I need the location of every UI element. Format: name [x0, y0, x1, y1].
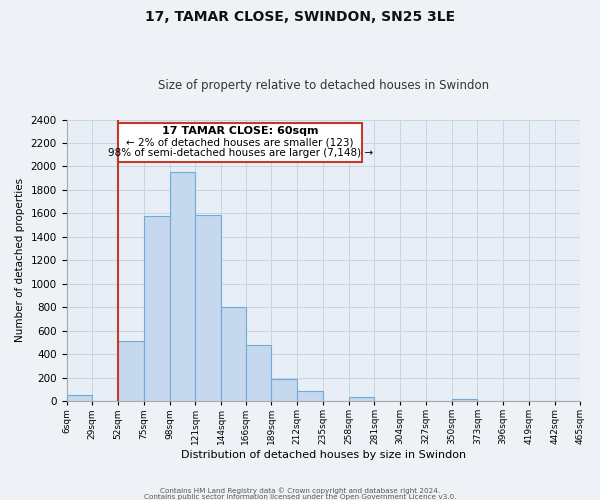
- Bar: [349, 397, 374, 401]
- Text: 17 TAMAR CLOSE: 60sqm: 17 TAMAR CLOSE: 60sqm: [162, 126, 319, 136]
- Bar: [144, 216, 170, 401]
- X-axis label: Distribution of detached houses by size in Swindon: Distribution of detached houses by size …: [181, 450, 466, 460]
- Bar: [196, 214, 221, 401]
- Text: Contains HM Land Registry data © Crown copyright and database right 2024.: Contains HM Land Registry data © Crown c…: [160, 488, 440, 494]
- Bar: [170, 172, 196, 401]
- Text: Contains public sector information licensed under the Open Government Licence v3: Contains public sector information licen…: [144, 494, 456, 500]
- FancyBboxPatch shape: [118, 123, 362, 162]
- Bar: [118, 342, 144, 401]
- Bar: [245, 345, 271, 401]
- Bar: [452, 400, 478, 401]
- Y-axis label: Number of detached properties: Number of detached properties: [15, 178, 25, 342]
- Text: 98% of semi-detached houses are larger (7,148) →: 98% of semi-detached houses are larger (…: [107, 148, 373, 158]
- Title: Size of property relative to detached houses in Swindon: Size of property relative to detached ho…: [158, 79, 489, 92]
- Text: 17, TAMAR CLOSE, SWINDON, SN25 3LE: 17, TAMAR CLOSE, SWINDON, SN25 3LE: [145, 10, 455, 24]
- Text: ← 2% of detached houses are smaller (123): ← 2% of detached houses are smaller (123…: [127, 138, 354, 147]
- Bar: [67, 396, 92, 401]
- Bar: [297, 390, 323, 401]
- Bar: [271, 380, 297, 401]
- Bar: [221, 308, 245, 401]
